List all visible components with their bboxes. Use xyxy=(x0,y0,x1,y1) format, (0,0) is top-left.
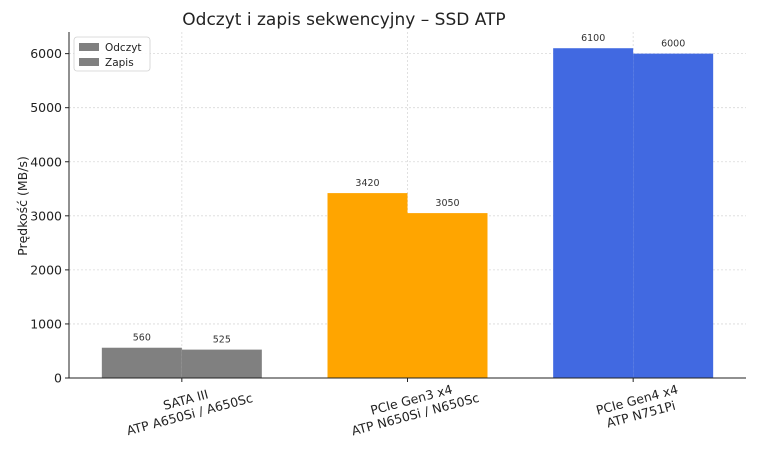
data-label: 6000 xyxy=(661,39,685,50)
legend-swatch xyxy=(79,58,99,66)
y-tick-label: 3000 xyxy=(30,208,62,223)
data-label: 3050 xyxy=(435,198,459,209)
data-label: 525 xyxy=(213,335,231,346)
y-ticks: 0 1000 2000 3000 4000 5000 6000 xyxy=(30,46,69,386)
bars xyxy=(101,48,714,378)
data-label: 3420 xyxy=(355,178,379,189)
y-tick-label: 2000 xyxy=(30,262,62,277)
y-tick-label: 5000 xyxy=(30,100,62,115)
bar-odczyt xyxy=(327,193,408,378)
bar-odczyt xyxy=(553,48,634,378)
y-tick-label: 1000 xyxy=(30,316,62,331)
bar-zapis xyxy=(181,349,262,378)
bar-odczyt xyxy=(101,347,182,378)
axes xyxy=(68,32,746,382)
data-labels: 560 525 3420 3050 6100 6000 xyxy=(133,33,685,345)
legend-swatch xyxy=(79,43,99,51)
y-tick-label: 4000 xyxy=(30,154,62,169)
legend-label: Odczyt xyxy=(105,42,142,54)
y-tick-label: 6000 xyxy=(30,46,62,61)
legend-label: Zapis xyxy=(105,57,134,69)
chart-title: Odczyt i zapis sekwencyjny – SSD ATP xyxy=(182,10,505,30)
data-label: 6100 xyxy=(581,33,605,44)
y-axis-label: Prędkość (MB/s) xyxy=(15,156,30,256)
bar-zapis xyxy=(407,213,488,378)
y-tick-label: 0 xyxy=(54,371,62,386)
data-label: 560 xyxy=(133,333,151,344)
legend: Odczyt Zapis xyxy=(73,36,151,72)
bar-zapis xyxy=(633,53,714,378)
